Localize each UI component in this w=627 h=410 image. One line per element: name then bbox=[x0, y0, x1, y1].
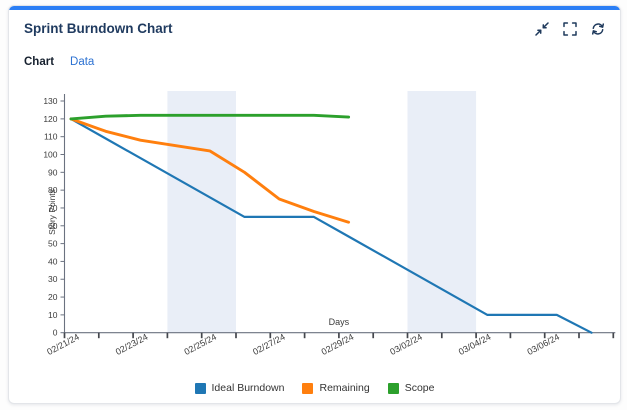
y-tick-label: 30 bbox=[48, 274, 58, 284]
tab-data[interactable]: Data bbox=[70, 56, 95, 68]
fullscreen-icon bbox=[563, 21, 577, 36]
weekend-band bbox=[167, 91, 236, 333]
legend-item-scope[interactable]: Scope bbox=[387, 382, 435, 394]
y-tick-label: 100 bbox=[43, 150, 57, 160]
x-tick-label: 03/06/24 bbox=[525, 332, 561, 357]
chart-canvas[interactable]: 0 10 20 30 40 50 60 70 80 90 100 110 120 130 02/21/24 0… bbox=[9, 6, 620, 403]
burndown-chart-svg: 0 10 20 30 40 50 60 70 80 90 100 110 120 130 02/21/24 0… bbox=[43, 91, 616, 357]
series-line-scope bbox=[69, 113, 351, 121]
fullscreen-button[interactable] bbox=[563, 21, 577, 36]
x-tick-label: 02/27/24 bbox=[251, 332, 287, 357]
collapse-icon bbox=[535, 21, 549, 36]
tab-chart[interactable]: Chart bbox=[24, 56, 55, 68]
y-tick-label: 70 bbox=[48, 203, 58, 213]
x-tick-label: 02/25/24 bbox=[182, 332, 218, 357]
view-tabs: Chart Data bbox=[24, 56, 94, 68]
card-accent-bar bbox=[9, 6, 620, 10]
y-tick-label: 50 bbox=[48, 239, 58, 249]
card-header: Sprint Burndown Chart bbox=[24, 21, 605, 36]
series-line-remaining bbox=[69, 117, 351, 224]
y-axis-title: Story Points bbox=[47, 189, 57, 235]
legend-item-remaining[interactable]: Remaining bbox=[302, 382, 370, 394]
toolbar bbox=[535, 21, 605, 36]
x-axis-title: Days bbox=[329, 317, 350, 327]
chart-legend: Ideal Burndown Remaining Scope bbox=[9, 382, 620, 394]
y-tick-label: 60 bbox=[48, 221, 58, 231]
page-title: Sprint Burndown Chart bbox=[24, 21, 173, 36]
x-tick-label: 02/23/24 bbox=[114, 332, 150, 357]
refresh-button[interactable] bbox=[591, 22, 605, 36]
y-tick-label: 0 bbox=[53, 328, 58, 338]
y-tick-label: 20 bbox=[48, 292, 58, 302]
y-tick-label: 90 bbox=[48, 167, 58, 177]
series-line-ideal-burndown bbox=[69, 117, 593, 334]
x-tick-label: 03/02/24 bbox=[388, 332, 424, 357]
legend-swatch-icon bbox=[302, 382, 314, 394]
x-tick-label: 02/21/24 bbox=[45, 332, 81, 357]
y-tick-label: 40 bbox=[48, 256, 58, 266]
legend-label: Remaining bbox=[319, 382, 370, 394]
legend-swatch-icon bbox=[387, 382, 399, 394]
legend-label: Scope bbox=[404, 382, 435, 394]
y-tick-label: 130 bbox=[43, 96, 57, 106]
weekend-band bbox=[407, 91, 477, 333]
refresh-icon bbox=[591, 22, 605, 35]
y-tick-label: 110 bbox=[44, 132, 58, 142]
collapse-button[interactable] bbox=[535, 21, 549, 36]
legend-swatch-icon bbox=[194, 382, 206, 394]
y-tick-label: 120 bbox=[43, 114, 57, 124]
legend-item-ideal-burndown[interactable]: Ideal Burndown bbox=[194, 382, 285, 394]
x-tick-label: 02/29/24 bbox=[320, 332, 356, 357]
x-tick-label: 03/04/24 bbox=[457, 332, 493, 357]
y-tick-label: 80 bbox=[48, 185, 58, 195]
burndown-widget-card: 0 10 20 30 40 50 60 70 80 90 100 110 120 130 02/21/24 0… bbox=[8, 5, 621, 404]
y-tick-label: 10 bbox=[48, 310, 58, 320]
legend-label: Ideal Burndown bbox=[211, 382, 285, 394]
